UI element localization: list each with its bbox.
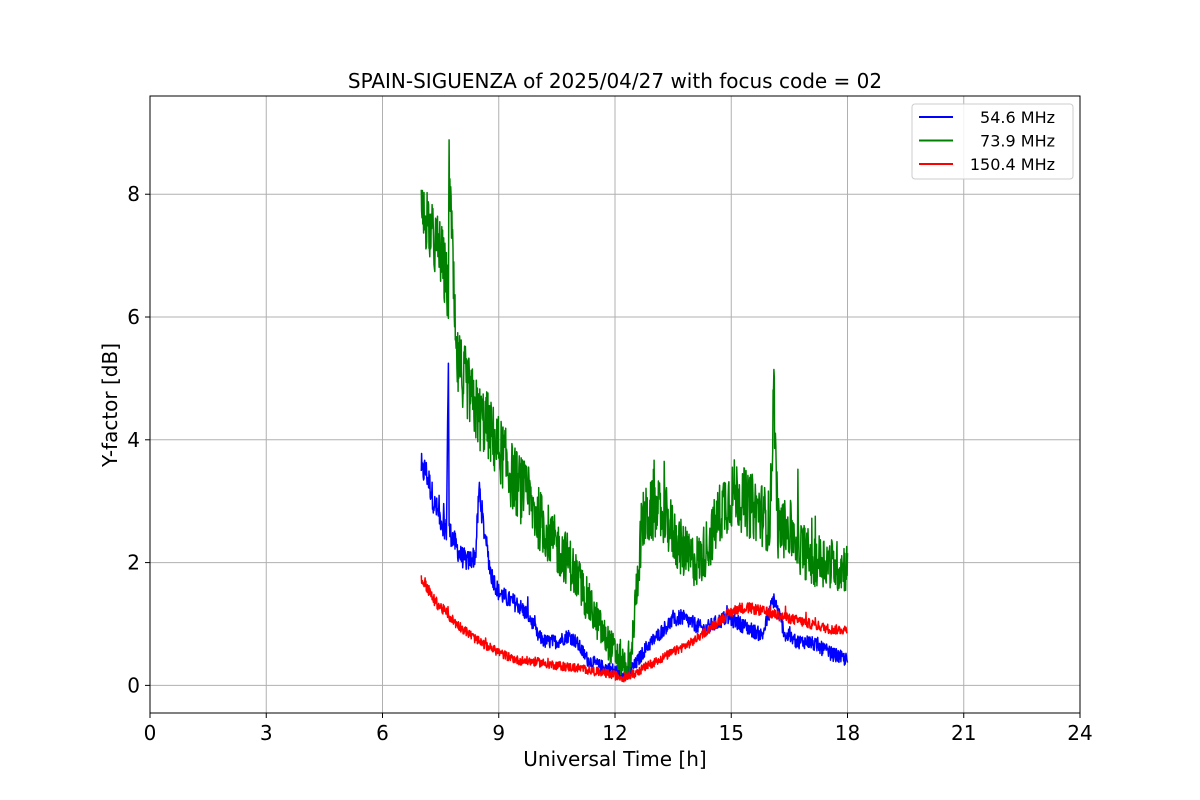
x-tick-label: 24 <box>1067 721 1092 745</box>
chart-title: SPAIN-SIGUENZA of 2025/04/27 with focus … <box>348 69 882 93</box>
legend: 54.6 MHz 73.9 MHz 150.4 MHz <box>911 103 1074 180</box>
y-tick-label: 2 <box>127 551 140 575</box>
x-tick-label: 12 <box>602 721 627 745</box>
series-line-1 <box>420 139 849 681</box>
y-tick-label: 4 <box>127 428 140 452</box>
y-tick-label: 0 <box>127 673 140 697</box>
y-tick-label: 6 <box>127 305 140 329</box>
x-tick-label: 6 <box>376 721 389 745</box>
x-tick-label: 3 <box>260 721 273 745</box>
x-axis-label: Universal Time [h] <box>523 747 706 771</box>
series-line-0 <box>420 362 849 681</box>
x-tick-label: 21 <box>951 721 976 745</box>
y-axis-label: Y-factor [dB] <box>98 343 122 468</box>
x-tick-label: 18 <box>835 721 860 745</box>
x-tick-label: 0 <box>144 721 157 745</box>
legend-label: 54.6 MHz <box>980 108 1055 127</box>
x-tick-label: 9 <box>492 721 505 745</box>
series-line-2 <box>420 575 848 683</box>
plot-series <box>420 139 849 683</box>
y-tick-label: 8 <box>127 182 140 206</box>
legend-box <box>911 103 1074 180</box>
legend-label: 73.9 MHz <box>980 132 1055 151</box>
legend-label: 150.4 MHz <box>970 155 1055 174</box>
x-tick-label: 15 <box>719 721 744 745</box>
